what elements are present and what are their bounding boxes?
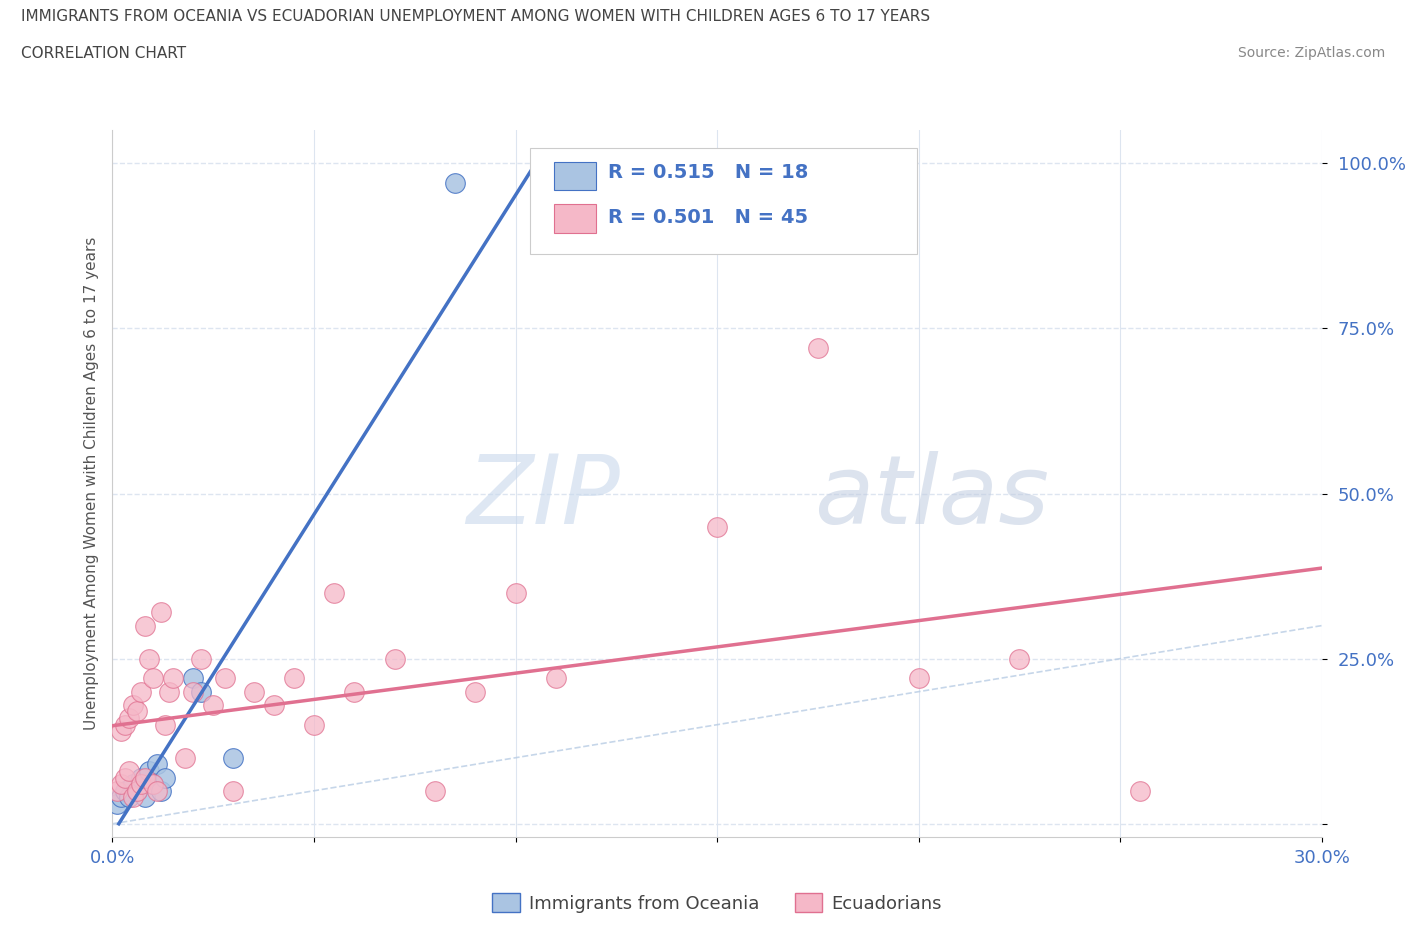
Point bbox=[174, 751, 197, 765]
Point bbox=[706, 519, 728, 534]
Point bbox=[222, 751, 245, 765]
Legend: Immigrants from Oceania, Ecuadorians: Immigrants from Oceania, Ecuadorians bbox=[485, 886, 949, 920]
Point bbox=[544, 671, 567, 686]
Text: ZIP: ZIP bbox=[467, 451, 620, 544]
Point bbox=[181, 671, 204, 686]
Point bbox=[242, 684, 264, 699]
Point bbox=[114, 770, 136, 785]
Point bbox=[121, 698, 143, 712]
Point bbox=[907, 671, 929, 686]
Text: R = 0.515   N = 18: R = 0.515 N = 18 bbox=[609, 163, 808, 182]
FancyBboxPatch shape bbox=[530, 148, 917, 254]
Point bbox=[134, 790, 156, 804]
Text: IMMIGRANTS FROM OCEANIA VS ECUADORIAN UNEMPLOYMENT AMONG WOMEN WITH CHILDREN AGE: IMMIGRANTS FROM OCEANIA VS ECUADORIAN UN… bbox=[21, 9, 931, 24]
Point bbox=[121, 790, 143, 804]
Point bbox=[162, 671, 184, 686]
Point bbox=[146, 757, 169, 772]
FancyBboxPatch shape bbox=[554, 162, 596, 191]
Point bbox=[1129, 783, 1152, 798]
Point bbox=[125, 704, 148, 719]
Point bbox=[283, 671, 305, 686]
Point bbox=[125, 783, 148, 798]
Point bbox=[110, 777, 132, 791]
Point bbox=[181, 684, 204, 699]
Point bbox=[114, 717, 136, 732]
Point bbox=[129, 684, 152, 699]
Point bbox=[121, 777, 143, 791]
Point bbox=[142, 777, 165, 791]
Point bbox=[343, 684, 366, 699]
Point bbox=[117, 790, 139, 804]
Point bbox=[138, 651, 160, 666]
Point bbox=[129, 777, 152, 791]
Text: Source: ZipAtlas.com: Source: ZipAtlas.com bbox=[1237, 46, 1385, 60]
Text: R = 0.501   N = 45: R = 0.501 N = 45 bbox=[609, 207, 808, 227]
Point bbox=[134, 770, 156, 785]
Point bbox=[125, 783, 148, 798]
Point bbox=[110, 724, 132, 738]
Y-axis label: Unemployment Among Women with Children Ages 6 to 17 years: Unemployment Among Women with Children A… bbox=[83, 237, 98, 730]
Point bbox=[157, 684, 180, 699]
Point bbox=[142, 777, 165, 791]
Point bbox=[129, 770, 152, 785]
Point bbox=[544, 176, 567, 191]
Point bbox=[190, 684, 212, 699]
Point bbox=[110, 790, 132, 804]
Point bbox=[142, 671, 165, 686]
Point bbox=[423, 783, 446, 798]
Point bbox=[117, 711, 139, 725]
Point bbox=[138, 764, 160, 778]
Point bbox=[149, 605, 172, 620]
Point bbox=[146, 783, 169, 798]
Point bbox=[1008, 651, 1031, 666]
Point bbox=[444, 176, 467, 191]
Point bbox=[153, 717, 176, 732]
Point bbox=[263, 698, 285, 712]
Text: CORRELATION CHART: CORRELATION CHART bbox=[21, 46, 186, 61]
Point bbox=[505, 585, 527, 600]
Point bbox=[117, 764, 139, 778]
Point bbox=[105, 796, 128, 811]
Point bbox=[302, 717, 325, 732]
Point bbox=[214, 671, 236, 686]
Point bbox=[222, 783, 245, 798]
Point bbox=[149, 783, 172, 798]
Point bbox=[464, 684, 486, 699]
Point bbox=[323, 585, 346, 600]
Point bbox=[134, 618, 156, 633]
Point bbox=[114, 783, 136, 798]
Point bbox=[807, 340, 830, 355]
Point bbox=[384, 651, 406, 666]
Text: atlas: atlas bbox=[814, 451, 1049, 544]
Point bbox=[105, 783, 128, 798]
Point bbox=[202, 698, 225, 712]
Point bbox=[153, 770, 176, 785]
FancyBboxPatch shape bbox=[554, 205, 596, 232]
Point bbox=[190, 651, 212, 666]
